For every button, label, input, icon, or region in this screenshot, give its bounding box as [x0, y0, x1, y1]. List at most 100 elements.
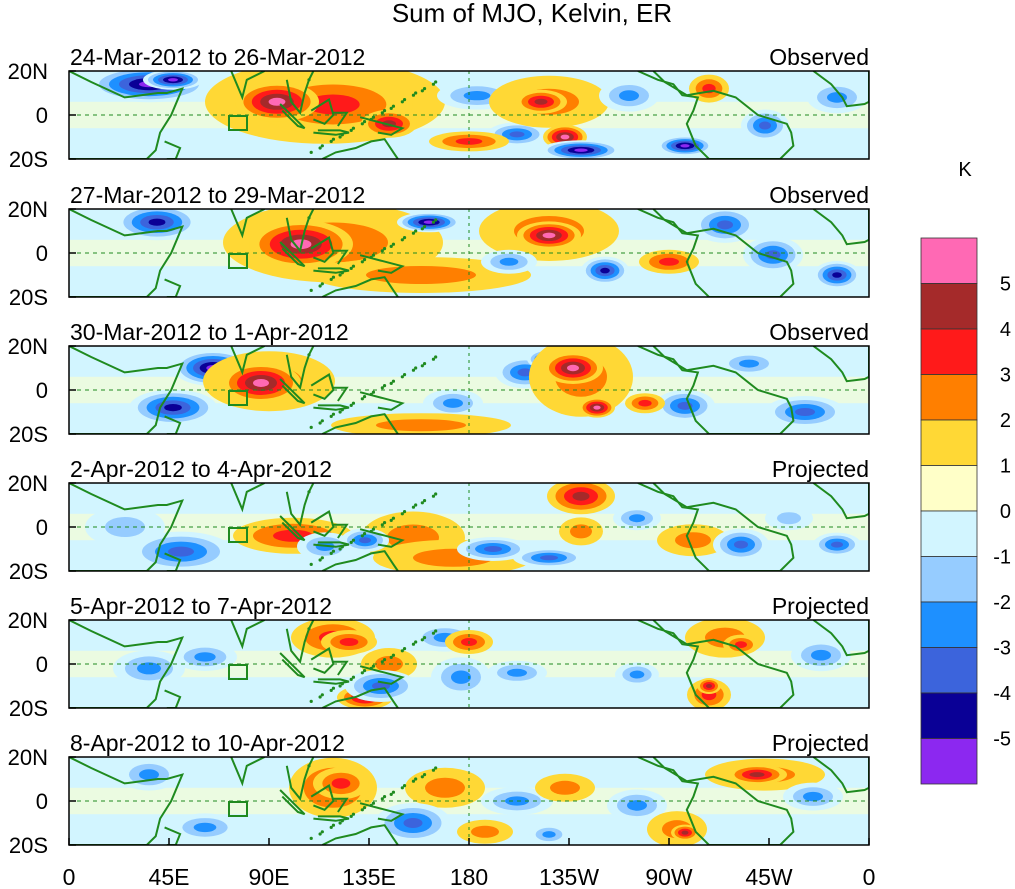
island — [414, 229, 418, 233]
island — [331, 823, 336, 827]
coastline — [279, 652, 306, 679]
island — [349, 540, 353, 545]
panel-status: Projected — [772, 456, 869, 482]
island — [431, 494, 436, 498]
colorbar-swatch — [920, 419, 978, 466]
anomaly-contour — [376, 419, 466, 432]
coastline — [333, 797, 349, 813]
island — [318, 832, 322, 836]
island — [307, 627, 311, 631]
island — [318, 558, 322, 562]
island — [371, 115, 376, 119]
coastline — [69, 71, 185, 159]
island — [349, 403, 353, 407]
anomaly-contour — [168, 78, 178, 82]
lat-label: 20N — [8, 745, 48, 770]
colorbar-swatch — [920, 692, 978, 739]
island — [340, 408, 344, 412]
anomaly-contour — [619, 90, 639, 101]
anomaly-contour — [517, 368, 533, 377]
anomaly-contour — [534, 98, 548, 105]
island — [340, 819, 344, 823]
panel-date-range: 27-Mar-2012 to 29-Mar-2012 — [70, 182, 365, 208]
island — [309, 150, 313, 154]
island — [360, 397, 364, 401]
colorbar-label: -3 — [993, 638, 1011, 660]
island — [318, 284, 322, 288]
anomaly-contour — [831, 541, 843, 548]
island — [318, 421, 322, 425]
colorbar-swatch — [920, 510, 978, 557]
island — [380, 523, 384, 527]
island — [380, 797, 384, 801]
anomaly-contour — [194, 652, 216, 662]
lon-label: 45E — [149, 864, 190, 889]
island — [400, 238, 404, 242]
lat-label: 0 — [36, 789, 48, 814]
island — [434, 629, 438, 633]
island — [434, 766, 438, 770]
island — [391, 242, 396, 246]
colorbar-unit: K — [958, 159, 972, 181]
island — [389, 244, 393, 248]
colorbar-label: 1 — [1000, 456, 1011, 478]
island — [414, 777, 418, 781]
island — [362, 806, 367, 810]
coastline — [69, 209, 185, 297]
coastline — [359, 254, 405, 274]
island — [331, 549, 336, 553]
coastline — [279, 378, 306, 405]
anomaly-contour — [443, 398, 463, 408]
island — [329, 688, 333, 693]
island — [371, 527, 376, 531]
anomaly-contour — [681, 830, 689, 835]
coastline — [321, 550, 399, 571]
island — [338, 821, 342, 825]
island — [400, 512, 404, 516]
anomaly-contour — [168, 546, 194, 557]
panel-date-range: 8-Apr-2012 to 10-Apr-2012 — [70, 730, 345, 756]
coastline — [321, 824, 399, 845]
coastline — [285, 620, 315, 665]
coastline — [321, 687, 399, 708]
island — [402, 784, 407, 788]
island — [340, 682, 344, 686]
coastline — [812, 209, 869, 246]
anomaly-contour — [795, 408, 815, 416]
island — [309, 425, 313, 429]
island — [402, 236, 407, 240]
anomaly-contour — [542, 232, 556, 239]
coastline — [285, 71, 315, 116]
coastline — [69, 483, 185, 571]
island — [307, 353, 311, 357]
island — [309, 699, 313, 704]
colorbar-swatch — [920, 738, 978, 785]
island — [362, 532, 367, 536]
island — [351, 264, 356, 268]
coastline — [812, 620, 869, 657]
island — [411, 505, 416, 509]
colorbar-label: 0 — [1000, 501, 1011, 523]
island — [420, 364, 424, 368]
coastline — [637, 71, 795, 159]
island — [411, 231, 416, 235]
island — [338, 135, 342, 139]
island — [360, 808, 364, 812]
map-panel: 20N 0 20S 24-Mar-2012 to 26-Mar-2012 Observe… — [8, 44, 870, 172]
region-box — [228, 390, 248, 406]
panels: 20N 0 20S 24-Mar-2012 to 26-Mar-2012 Observe… — [8, 44, 870, 858]
coastline — [164, 140, 182, 159]
lat-label: 0 — [36, 652, 48, 677]
island — [411, 368, 416, 372]
coastline — [321, 276, 399, 297]
panel-status: Observed — [769, 182, 869, 208]
colorbar: K 5 4 3 2 1 0 -1 -2 -3 -4 -5 — [920, 159, 1011, 785]
anomaly-contour — [359, 537, 371, 544]
coastline — [637, 620, 795, 708]
anomaly-contour — [734, 540, 748, 549]
anomaly-contour — [463, 90, 491, 101]
anomaly-contour — [560, 134, 570, 140]
anomaly-contour — [550, 780, 580, 795]
coastline — [812, 71, 869, 108]
